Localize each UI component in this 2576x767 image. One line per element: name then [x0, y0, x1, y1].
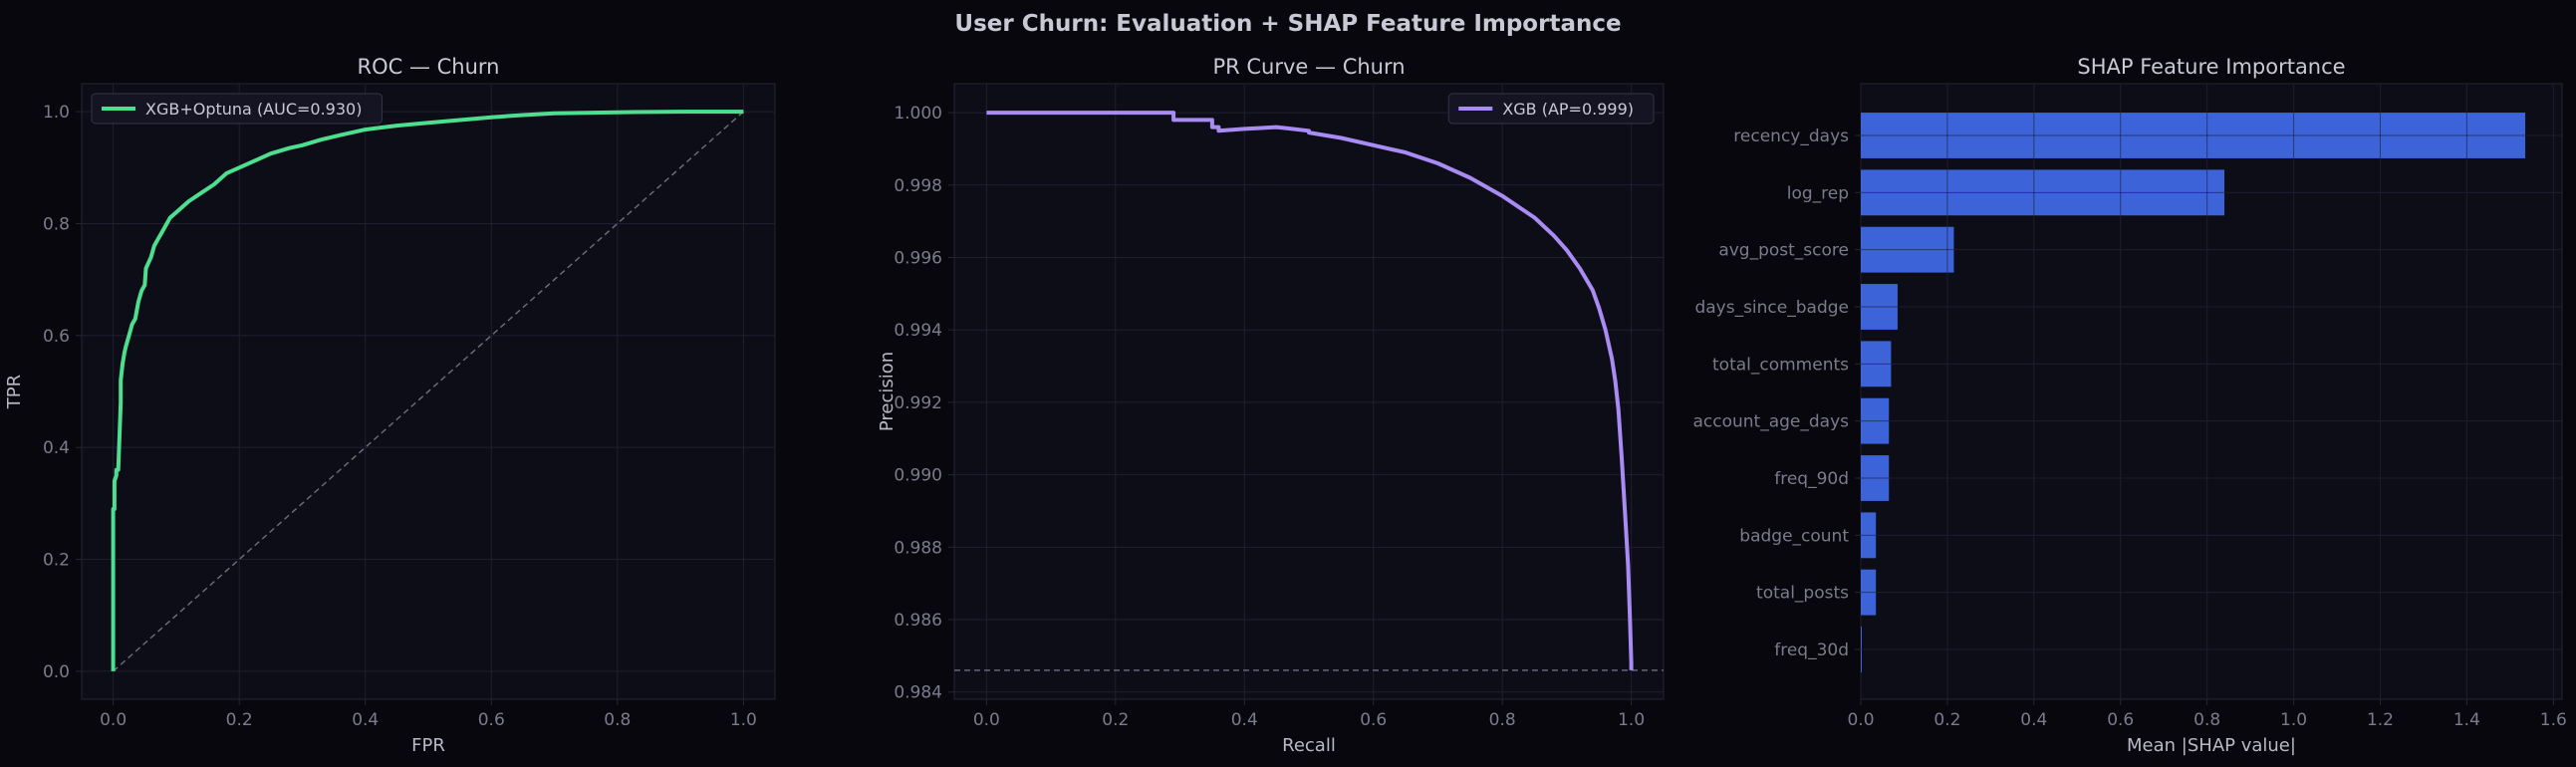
pr-legend-box	[1447, 93, 1655, 125]
roc-y-tick-label: 0.0	[43, 662, 70, 682]
roc-ticks: 0.0 0.2 0.4 0.6 0.8 1.0 0.0 0.2 0.4 0.6 0.8 1.0	[43, 103, 757, 730]
shap-x-tick-label: 1.4	[2453, 710, 2480, 730]
figure-suptitle: User Churn: Evaluation + SHAP Feature Im…	[954, 11, 1621, 37]
pr-curve-line	[986, 111, 1634, 670]
roc-y-axis-label: TPR	[4, 375, 25, 409]
roc-legend-box	[91, 93, 383, 125]
roc-marks	[111, 110, 744, 672]
pr-y-axis-label: Precision	[877, 352, 898, 431]
pr-marks	[954, 111, 1664, 671]
shap-category-label: days_since_badge	[1694, 298, 1849, 318]
pr-x-tick-label: 0.8	[1489, 710, 1516, 730]
shap-x-tick-label: 1.0	[2280, 710, 2307, 730]
pr-panel: 0.0 0.2 0.4 0.6 0.8 1.0 0.984 0.986 0.988 0.990 0.…	[877, 55, 1665, 756]
pr-y-tick-label: 0.996	[894, 248, 942, 268]
roc-chance-line	[113, 111, 744, 672]
pr-y-tick-label: 0.998	[894, 176, 942, 196]
shap-category-label: log_rep	[1787, 183, 1849, 203]
shap-x-axis-label: Mean |SHAP value|	[2127, 735, 2296, 756]
roc-x-tick-label: 0.6	[478, 710, 505, 730]
pr-y-tick-label: 0.992	[894, 393, 942, 413]
pr-y-tick-label: 1.000	[894, 104, 942, 124]
roc-y-tick-label: 1.0	[43, 103, 70, 123]
shap-x-tick-label: 0.8	[2193, 710, 2220, 730]
roc-x-axis-label: FPR	[411, 735, 445, 756]
roc-panel: 0.0 0.2 0.4 0.6 0.8 1.0 0.0 0.2 0.4 0.6 0.8 1.0 ROC…	[4, 55, 776, 756]
shap-category-label: total_comments	[1712, 355, 1849, 375]
pr-legend: XGB (AP=0.999)	[1447, 93, 1655, 125]
roc-y-tick-label: 0.4	[43, 438, 70, 458]
shap-x-tick-label: 1.2	[2367, 710, 2394, 730]
pr-grid	[954, 84, 1664, 699]
shap-category-label: avg_post_score	[1718, 241, 1849, 261]
pr-y-tick-label: 0.994	[894, 321, 942, 341]
pr-title: PR Curve — Churn	[1212, 55, 1405, 79]
pr-y-tick-label: 0.988	[894, 538, 942, 558]
pr-y-tick-label: 0.990	[894, 466, 942, 486]
shap-x-tick-label: 1.6	[2540, 710, 2567, 730]
shap-panel: 0.0 0.2 0.4 0.6 0.8 1.0 1.2 1.4 1.6 recency_daysl…	[1692, 55, 2566, 756]
shap-ticks: 0.0 0.2 0.4 0.6 0.8 1.0 1.2 1.4 1.6 recency_daysl…	[1692, 127, 2566, 730]
shap-x-tick-label: 0.0	[1847, 710, 1874, 730]
pr-x-tick-label: 1.0	[1618, 710, 1645, 730]
pr-x-tick-label: 0.4	[1231, 710, 1258, 730]
roc-x-tick-label: 0.4	[352, 710, 379, 730]
roc-x-tick-label: 0.0	[100, 710, 127, 730]
roc-x-tick-label: 0.2	[226, 710, 253, 730]
shap-x-tick-label: 0.2	[1933, 710, 1960, 730]
shap-x-tick-label: 0.4	[2020, 710, 2047, 730]
pr-y-tick-label: 0.984	[894, 683, 942, 703]
roc-title: ROC — Churn	[358, 55, 500, 79]
shap-category-label: freq_30d	[1774, 640, 1849, 660]
roc-legend: XGB+Optuna (AUC=0.930)	[91, 93, 383, 125]
roc-x-tick-label: 0.8	[604, 710, 631, 730]
pr-plot-area	[953, 83, 1665, 700]
roc-y-tick-label: 0.8	[43, 214, 70, 234]
shap-category-label: badge_count	[1739, 526, 1849, 546]
shap-marks	[1861, 84, 2562, 699]
shap-category-label: freq_90d	[1774, 469, 1849, 489]
roc-grid	[82, 84, 775, 699]
pr-x-tick-label: 0.6	[1360, 710, 1387, 730]
shap-x-tick-label: 0.6	[2107, 710, 2134, 730]
roc-legend-label: XGB+Optuna (AUC=0.930)	[145, 100, 362, 119]
shap-category-label: total_posts	[1756, 584, 1849, 604]
pr-x-axis-label: Recall	[1282, 735, 1336, 756]
shap-category-label: account_age_days	[1692, 412, 1849, 432]
pr-ticks: 0.0 0.2 0.4 0.6 0.8 1.0 0.984 0.986 0.988 0.990 0.…	[894, 104, 1645, 730]
roc-x-tick-label: 1.0	[730, 710, 757, 730]
pr-legend-label: XGB (AP=0.999)	[1502, 100, 1634, 119]
roc-y-tick-label: 0.6	[43, 327, 70, 347]
pr-x-tick-label: 0.2	[1102, 710, 1129, 730]
roc-y-tick-label: 0.2	[43, 551, 70, 571]
pr-x-tick-label: 0.0	[973, 710, 1000, 730]
shap-category-label: recency_days	[1733, 127, 1849, 146]
shap-title: SHAP Feature Importance	[2077, 55, 2345, 79]
pr-y-tick-label: 0.986	[894, 611, 942, 631]
roc-curve-line	[111, 110, 744, 671]
